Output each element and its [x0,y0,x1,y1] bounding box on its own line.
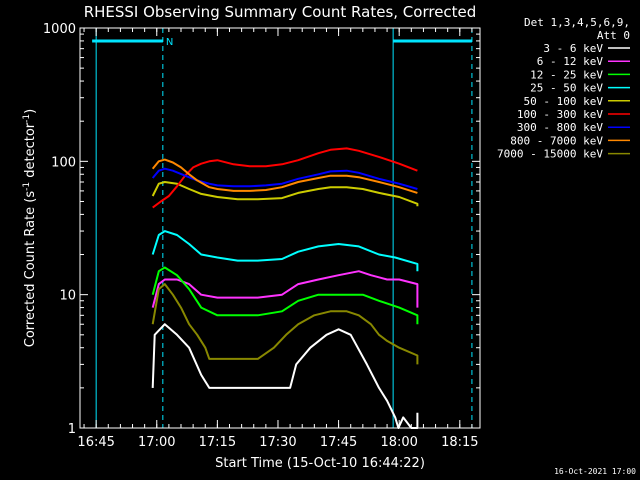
legend-label: 12 - 25 keV [530,68,603,81]
y-axis: 1 10 100 1000 [43,22,480,437]
x-tick-label: 17:45 [320,435,357,450]
legend-label: 800 - 7000 keV [510,134,603,147]
series-line-9 [151,283,419,365]
x-axis-label: Start Time (15-Oct-10 16:44:22) [215,456,425,471]
legend-label: 6 - 12 keV [537,55,604,68]
y-tick-label: 1 [68,422,76,437]
x-tick-label: 18:15 [441,435,478,450]
legend-label: 7000 - 15000 keV [497,148,603,161]
y-tick-label: 1000 [43,22,76,37]
generated-timestamp: 16-Oct-2021 17:00 [554,467,636,476]
y-axis-label-part-2: detector [23,122,38,182]
series-line-2 [151,270,419,308]
legend-header-attenuator: Att 0 [597,29,630,42]
night-flag-overlay: N [92,28,473,428]
x-axis: 16:45 17:00 17:15 17:30 17:45 18:00 18:15 [77,28,479,450]
legend-label: 100 - 300 keV [517,108,603,121]
series-line-7 [151,167,418,190]
y-axis-label-part-3: ) [23,109,38,114]
y-axis-label: Corrected Count Rate (s-1 detector-1) [22,109,38,347]
x-tick-label: 18:00 [380,435,417,450]
legend-label: 50 - 100 keV [524,95,604,108]
y-axis-label-exponent-1: -1 [22,182,32,191]
series-line-5 [151,181,419,207]
legend-label: 300 - 800 keV [517,121,603,134]
y-axis-label-part-1: Corrected Count Rate (s [23,191,38,348]
series-line-1 [151,323,419,429]
x-tick-label: 16:45 [77,435,114,450]
y-tick-label: 10 [59,289,76,304]
series-line-8 [151,158,418,194]
plot-frame [79,27,481,429]
y-axis-label-exponent-2: -1 [22,114,32,123]
series-line-3 [151,266,419,325]
series-line-4 [151,230,419,272]
legend-header-detectors: Det 1,3,4,5,6,9, [524,16,630,29]
series-layer [151,147,419,429]
x-tick-label: 17:00 [138,435,175,450]
x-tick-label: 17:15 [199,435,236,450]
night-flag-label: N [166,37,173,48]
y-tick-label: 100 [51,155,76,170]
chart-title: RHESSI Observing Summary Count Rates, Co… [84,3,477,21]
x-tick-label: 17:30 [259,435,296,450]
legend-label: 3 - 6 keV [543,42,603,55]
legend-label: 25 - 50 keV [530,82,603,95]
series-line-6 [152,147,418,209]
